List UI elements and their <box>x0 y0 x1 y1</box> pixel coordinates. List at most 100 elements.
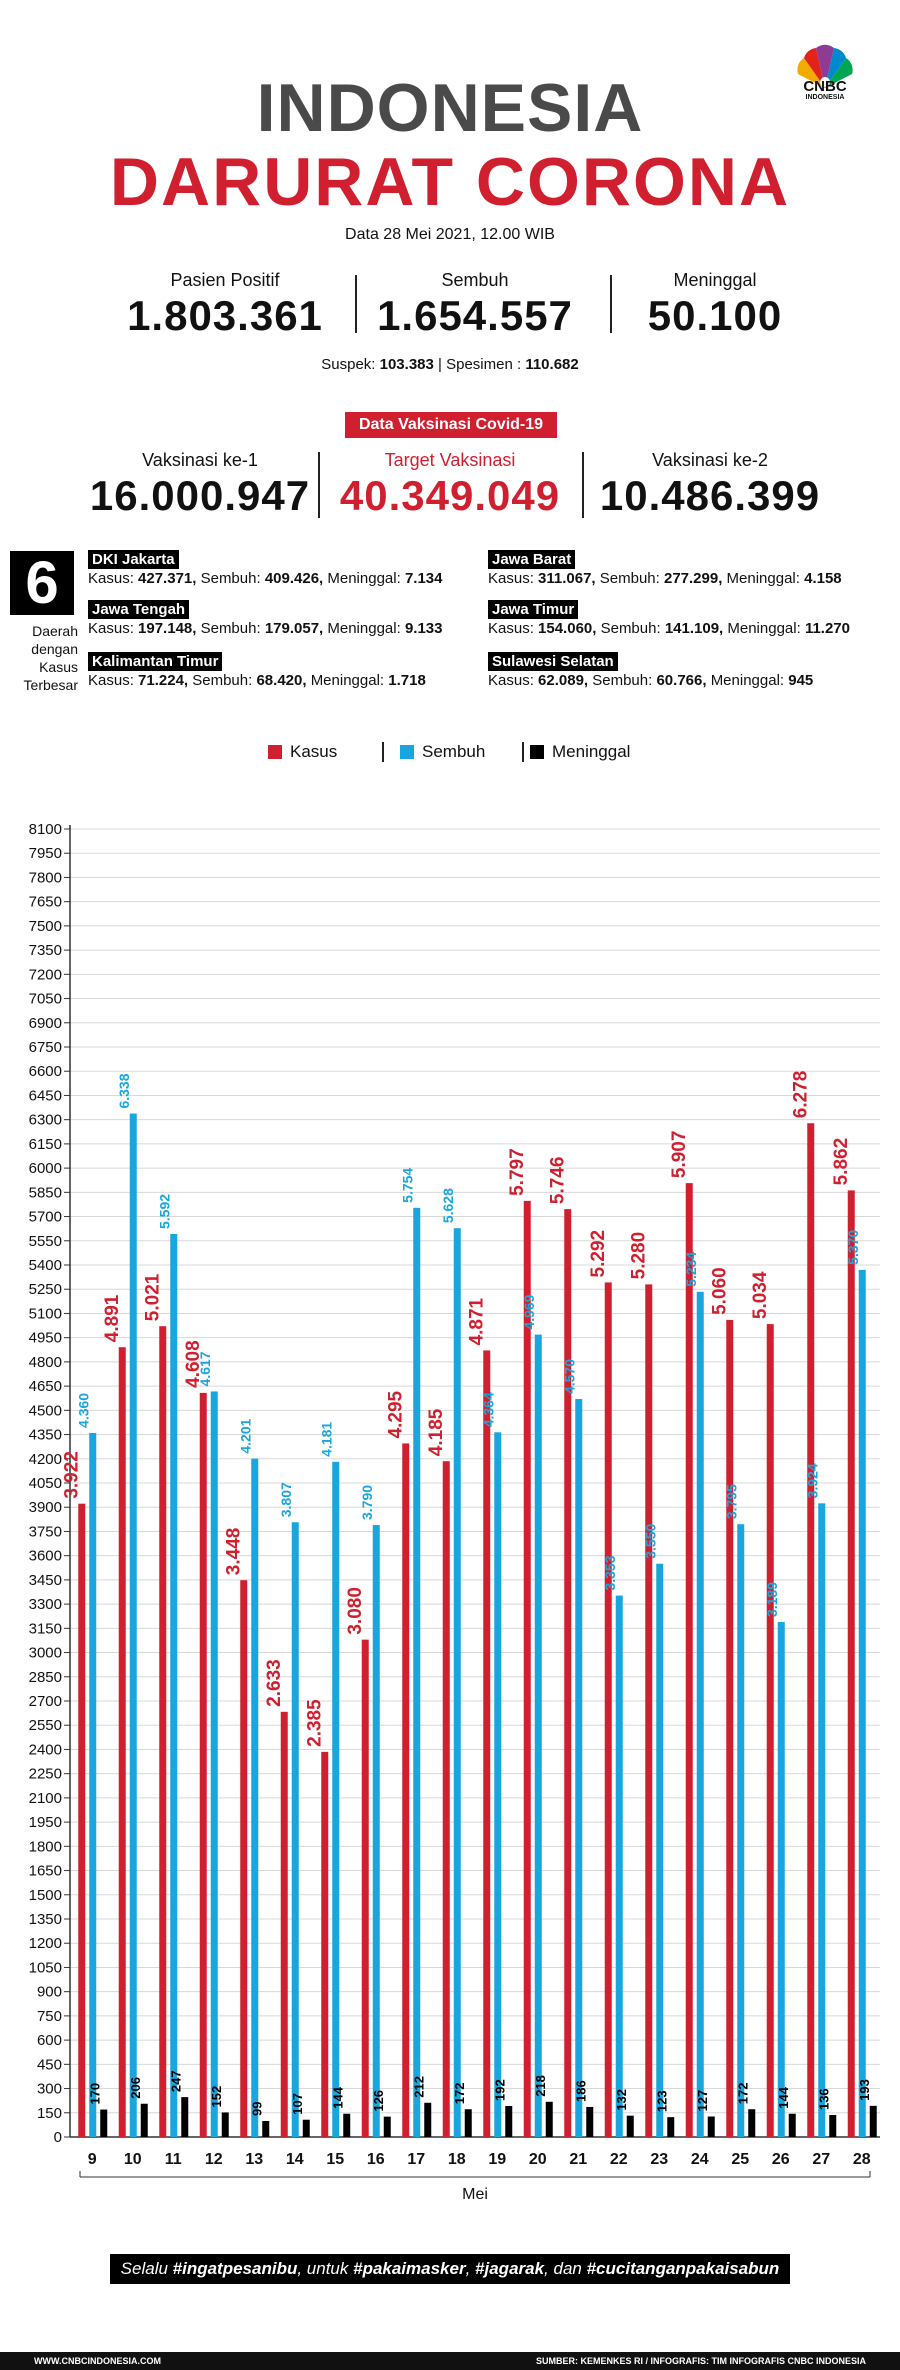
data-label-meninggal: 218 <box>533 2075 548 2097</box>
bar-meninggal <box>667 2117 675 2137</box>
bar-meninggal <box>181 2097 189 2137</box>
y-tick-label: 7500 <box>29 918 62 935</box>
data-label-meninggal: 186 <box>574 2080 589 2102</box>
y-tick-label: 6450 <box>29 1087 62 1104</box>
bar-sembuh <box>534 1334 542 2137</box>
x-tick-label: 21 <box>569 2151 587 2168</box>
bar-meninggal <box>545 2101 553 2137</box>
legend-sembuh: Sembuh <box>400 742 485 762</box>
data-label-kasus: 4.871 <box>467 1297 488 1345</box>
data-label-kasus: 5.021 <box>143 1273 164 1321</box>
meninggal-label: Meninggal: <box>726 570 800 587</box>
meninggal-value: 9.133 <box>404 620 443 637</box>
region-item: Jawa Timur Kasus: 154.060, Sembuh: 141.10… <box>488 600 850 637</box>
bar-kasus <box>807 1123 815 2137</box>
data-label-kasus: 4.891 <box>102 1294 123 1342</box>
bar-kasus <box>199 1392 207 2137</box>
legend-swatch-meninggal <box>530 745 544 759</box>
bar-kasus <box>321 1751 329 2137</box>
slogan-text: Selalu <box>120 2259 173 2278</box>
bar-meninggal <box>869 2105 877 2137</box>
data-label-sembuh: 5.592 <box>157 1194 173 1229</box>
bar-kasus <box>280 1711 288 2137</box>
region-caption-line: Terbesar <box>23 677 78 693</box>
y-tick-label: 5700 <box>29 1209 62 1226</box>
kasus-value: 427.371, <box>138 570 197 587</box>
legend-label: Sembuh <box>422 742 486 761</box>
region-stats: Kasus: 197.148, Sembuh: 179.057, Meningg… <box>88 620 442 637</box>
bar-sembuh <box>575 1399 583 2137</box>
footer: WWW.CNBCINDONESIA.COM SUMBER: KEMENKES R… <box>0 2352 900 2370</box>
region-item: Sulawesi Selatan Kasus: 62.089, Sembuh: 6… <box>488 652 813 689</box>
kasus-label: Kasus: <box>488 570 534 587</box>
data-label-sembuh: 4.360 <box>76 1393 92 1428</box>
data-label-kasus: 5.060 <box>710 1267 731 1315</box>
x-tick-label: 19 <box>488 2151 506 2168</box>
bar-kasus <box>847 1190 855 2137</box>
bar-meninggal <box>586 2106 594 2137</box>
slogan-hashtag: #ingatpesanibu <box>172 2259 298 2278</box>
y-tick-label: 5550 <box>29 1233 62 1250</box>
y-tick-label: 900 <box>37 1984 62 2001</box>
bar-kasus <box>685 1183 693 2137</box>
data-label-kasus: 4.608 <box>183 1340 204 1388</box>
kasus-label: Kasus: <box>88 570 134 587</box>
logo-subtext: INDONESIA <box>805 94 845 101</box>
region-stats: Kasus: 71.224, Sembuh: 68.420, Meninggal… <box>88 672 426 689</box>
sembuh-label: Sembuh: <box>200 620 261 637</box>
x-tick-label: 16 <box>367 2151 385 2168</box>
x-tick-label: 18 <box>448 2151 466 2168</box>
bar-kasus <box>240 1580 248 2137</box>
bar-sembuh <box>818 1503 826 2137</box>
data-label-kasus: 5.797 <box>507 1148 528 1196</box>
footer-website: WWW.CNBCINDONESIA.COM <box>34 2356 161 2366</box>
slogan-text: , untuk <box>297 2259 354 2278</box>
sembuh-label: Sembuh: <box>192 672 253 689</box>
sembuh-label: Sembuh: <box>599 570 660 587</box>
vaksin-value-1: 16.000.947 <box>89 472 311 519</box>
bar-kasus <box>604 1282 612 2137</box>
suspek-label: Suspek: <box>321 356 376 373</box>
bar-meninggal <box>626 2115 634 2137</box>
kasus-label: Kasus: <box>88 620 134 637</box>
data-date: Data 28 Mei 2021, 12.00 WIB <box>345 226 555 243</box>
bar-meninggal <box>221 2112 229 2137</box>
y-tick-label: 1650 <box>29 1863 62 1880</box>
data-label-meninggal: 132 <box>614 2089 629 2111</box>
y-tick-label: 4050 <box>29 1475 62 1492</box>
data-label-meninggal: 144 <box>776 2086 791 2108</box>
x-tick-label: 10 <box>124 2151 142 2168</box>
kasus-label: Kasus: <box>488 620 534 637</box>
data-label-kasus: 4.185 <box>426 1408 447 1456</box>
region-name: Kalimantan Timur <box>88 652 223 671</box>
divider <box>582 452 584 518</box>
kasus-value: 154.060, <box>538 620 597 637</box>
title-line2: DARURAT CORONA <box>109 144 791 220</box>
y-tick-label: 2250 <box>29 1766 62 1783</box>
region-count: 6 <box>10 551 74 615</box>
region-caption-line: dengan <box>31 641 78 657</box>
bar-sembuh <box>129 1113 137 2137</box>
data-label-sembuh: 6.338 <box>116 1073 132 1108</box>
legend-label: Kasus <box>290 742 338 761</box>
bar-sembuh <box>210 1391 218 2137</box>
slogan-hashtag: #pakaimasker <box>353 2259 466 2278</box>
y-tick-label: 6150 <box>29 1136 62 1153</box>
data-label-meninggal: 127 <box>695 2090 710 2112</box>
sembuh-label: Sembuh: <box>200 570 261 587</box>
meninggal-value: 945 <box>788 672 814 689</box>
y-tick-label: 4950 <box>29 1330 62 1347</box>
data-label-sembuh: 4.570 <box>562 1359 578 1394</box>
y-tick-label: 1800 <box>29 1838 62 1855</box>
data-label-sembuh: 3.550 <box>643 1523 659 1558</box>
data-label-kasus: 5.280 <box>629 1232 650 1280</box>
region-item: Jawa Tengah Kasus: 197.148, Sembuh: 179.0… <box>88 600 442 637</box>
data-label-meninggal: 206 <box>128 2077 143 2099</box>
region-caption: Daerah dengan Kasus Terbesar <box>8 622 78 694</box>
vaksin-label-1: Vaksinasi ke-1 <box>142 450 258 470</box>
divider <box>355 275 357 333</box>
kasus-value: 62.089, <box>538 672 589 689</box>
slogan-text: , <box>465 2259 476 2278</box>
y-tick-label: 6750 <box>29 1039 62 1056</box>
y-tick-label: 8100 <box>29 821 62 838</box>
